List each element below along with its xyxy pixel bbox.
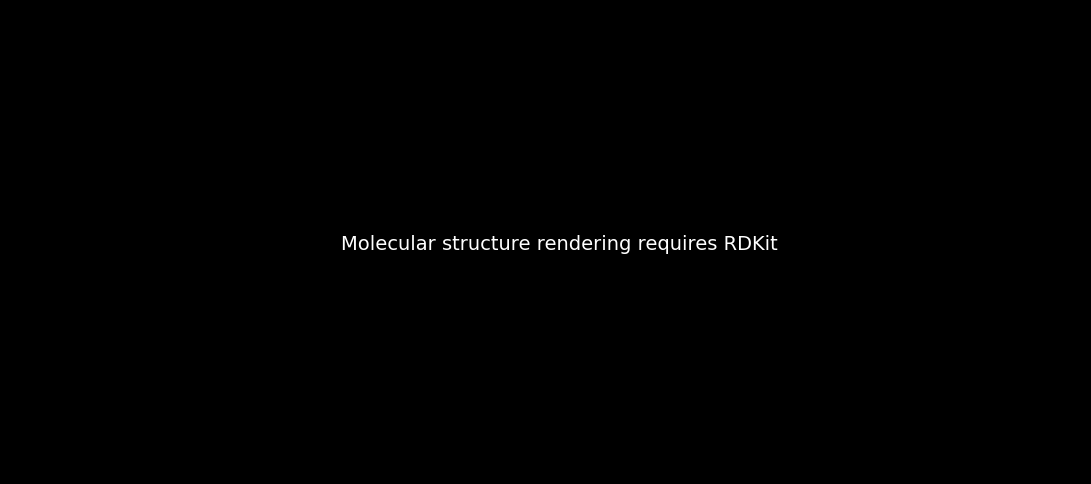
Text: Molecular structure rendering requires RDKit: Molecular structure rendering requires R… [340,235,778,254]
